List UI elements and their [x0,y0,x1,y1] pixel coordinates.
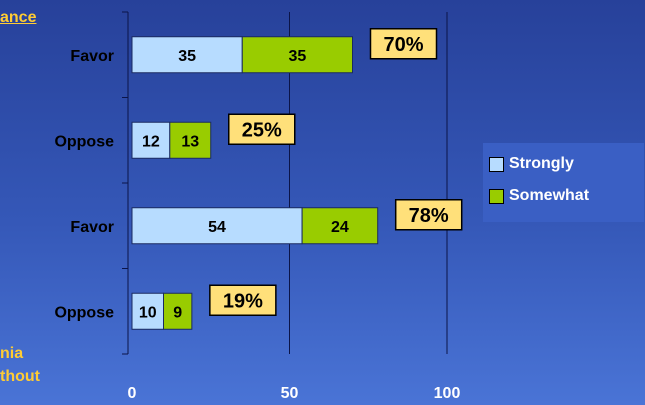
bar-somewhat [301,207,379,245]
total-label: 70% [383,34,423,56]
data-label-somewhat: 9 [173,304,182,321]
legend-item-strongly: Strongly [489,155,574,173]
bar-somewhat [241,36,353,74]
legend: Strongly Somewhat [483,143,644,222]
group-label-bottom-line1: nia [0,345,24,362]
total-box [209,284,277,316]
bar-strongly [131,292,164,330]
x-tick-label-100: 100 [434,385,461,402]
bar-somewhat [163,292,193,330]
bar-somewhat [169,121,212,159]
total-box [369,28,438,60]
bar-strongly [131,207,303,245]
total-box [228,113,296,145]
category-label-favor: Favor [70,219,114,236]
total-label: 19% [223,290,263,312]
group-label-bottom-line2: thout [0,368,40,385]
total-label: 78% [409,205,449,227]
legend-label-strongly: Strongly [509,155,574,172]
data-label-strongly: 12 [142,133,160,150]
data-label-strongly: 35 [178,48,196,65]
legend-swatch-strongly [489,156,504,172]
legend-label-somewhat: Somewhat [509,187,590,204]
data-label-strongly: 10 [139,304,157,321]
bar-strongly [131,121,171,159]
category-label-oppose: Oppose [54,304,114,321]
group-label-top: ance [0,9,37,26]
legend-swatch-somewhat [489,188,504,204]
data-label-somewhat: 13 [181,133,199,150]
data-label-somewhat: 35 [288,48,306,65]
data-label-somewhat: 24 [331,219,349,236]
category-label-favor: Favor [70,48,114,65]
data-label-strongly: 54 [208,219,226,236]
x-tick-label-50: 50 [281,385,299,402]
category-label-oppose: Oppose [54,133,114,150]
legend-item-somewhat: Somewhat [489,187,589,205]
total-box [394,199,463,231]
x-tick-label-0: 0 [128,385,137,402]
total-label: 25% [242,119,282,141]
